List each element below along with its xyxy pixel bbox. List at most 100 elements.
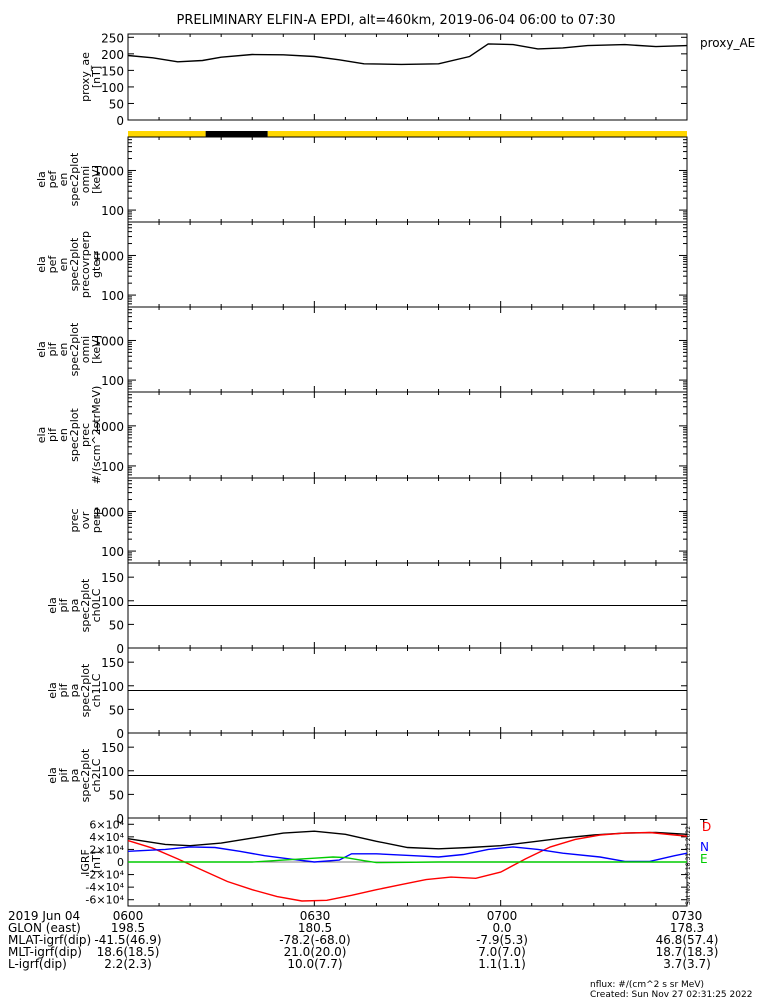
ephemeris-value: 198.5 [111,921,145,935]
y-tick-label-10: 4×10⁴ [89,831,124,844]
ephemeris-value: 10.0(7.7) [287,957,342,971]
series-line-N [127,846,688,863]
y-label-7: pa [68,599,81,613]
y-label-2: omni [79,166,92,193]
y-tick-label-0: 250 [101,31,124,45]
y-tick-label-10: 0 [117,856,124,869]
y-label-7: spec2plot [79,578,92,632]
ephemeris-value: 0.0 [492,921,511,935]
y-label-9: pif [57,767,70,782]
y-label-9: ch2LC [90,758,103,792]
y-tick-label-7: 150 [101,571,124,585]
series-line-E [128,856,687,864]
panel-frame-2 [127,136,688,223]
indicator-segment-2 [267,131,687,137]
ephemeris-value: 21.0(20.0) [284,945,347,959]
y-tick-label-8: 0 [116,727,124,741]
y-label-9: spec2plot [79,748,92,802]
y-label-6: prec [68,508,81,532]
y-label-7: ch0LC [90,588,103,622]
y-tick-label-0: 100 [101,81,124,95]
panel-frame-0 [127,33,688,121]
y-label-6: perp [90,508,103,533]
ephemeris-value: 18.7(18.3) [656,945,719,959]
y-tick-label-5: 1000 [93,420,124,434]
ephemeris-row-label: MLAT-igrf(dip) [8,933,91,947]
y-label-3: ela [35,256,48,273]
y-tick-label-6: 100 [101,545,124,559]
y-label-4: [keV] [90,335,103,364]
y-tick-label-9: 50 [109,788,124,802]
y-label-4: omni [79,336,92,363]
ephemeris-value: 18.6(18.5) [97,945,160,959]
y-label-6: ovr [79,511,92,529]
y-tick-label-0: 200 [101,48,124,62]
legend-D: D [702,820,711,834]
y-tick-label-5: 100 [101,460,124,474]
ephemeris-time: 0600 [113,909,144,923]
ephemeris-time: 0700 [487,909,518,923]
y-tick-label-10: -6×10⁴ [85,894,124,907]
ephemeris-value: -78.2(-68.0) [279,933,350,947]
ephemeris-value: -41.5(46.9) [94,933,161,947]
y-tick-label-6: 1000 [93,505,124,519]
y-label-4: en [57,343,70,357]
plot-title: PRELIMINARY ELFIN-A EPDI, alt=460km, 201… [177,13,616,28]
y-label-2: pef [46,170,59,189]
y-tick-label-9: 150 [101,741,124,755]
y-tick-label-10: 6×10⁴ [89,818,124,831]
y-label-4: spec2plot [68,322,81,376]
legend-N: N [700,840,709,854]
series-line-proxy_AE [127,43,688,66]
y-label-9: ela [46,767,59,784]
ephemeris-value: 3.7(3.7) [663,957,711,971]
y-label-5: en [57,428,70,442]
y-tick-label-3: 100 [101,289,124,303]
ephemeris-value: 7.0(7.0) [478,945,526,959]
y-label-5: pif [46,427,59,442]
y-label-0: proxy_ae [79,52,92,102]
y-tick-label-0: 0 [116,114,124,128]
ephemeris-time: 0630 [300,909,331,923]
y-label-2: spec2plot [68,152,81,206]
indicator-segment-1 [205,131,268,137]
y-label-3: precovrperp [79,231,92,298]
y-tick-label-10: -4×10⁴ [85,881,124,894]
y-tick-label-9: 0 [116,812,124,826]
ephemeris-row-label: GLON (east) [8,921,81,935]
legend-proxy-ae: proxy_AE [700,36,755,50]
y-label-8: ela [46,682,59,699]
ephemeris-value: -7.9(5.3) [476,933,528,947]
indicator-segment-0 [128,131,206,137]
series-line-T [127,830,688,850]
y-tick-label-2: 100 [101,204,124,218]
y-tick-label-7: 50 [109,618,124,632]
ephemeris-value: 2.2(2.3) [104,957,152,971]
y-label-5: #/(scm^2strMeV) [90,386,103,485]
y-tick-label-10: 2×10⁴ [89,843,124,856]
ephemeris-row-label: L-igrf(dip) [8,957,67,971]
y-label-0: [nT] [90,66,103,88]
y-label-2: ela [35,171,48,188]
y-label-10: [nT] [90,851,103,873]
y-label-3: en [57,258,70,272]
y-tick-label-9: 100 [101,765,124,779]
y-tick-label-4: 1000 [93,334,124,348]
y-tick-label-7: 0 [116,642,124,656]
y-tick-label-2: 1000 [93,164,124,178]
y-label-9: pa [68,769,81,783]
panel-frame-3 [127,221,688,308]
legend-T: T [699,817,708,831]
ephemeris-value: 46.8(57.4) [656,933,719,947]
y-label-7: ela [46,597,59,614]
y-label-10: IGRF [79,849,92,875]
y-tick-label-8: 50 [109,703,124,717]
y-tick-label-7: 100 [101,595,124,609]
y-tick-label-0: 50 [109,97,124,111]
right-stamp: Sat Nov 26 18:31:25 2022 [685,826,692,905]
y-label-5: ela [35,427,48,444]
y-tick-label-10: -2×10⁴ [85,869,124,882]
y-tick-label-3: 1000 [93,249,124,263]
panel-frame-6 [127,477,688,564]
